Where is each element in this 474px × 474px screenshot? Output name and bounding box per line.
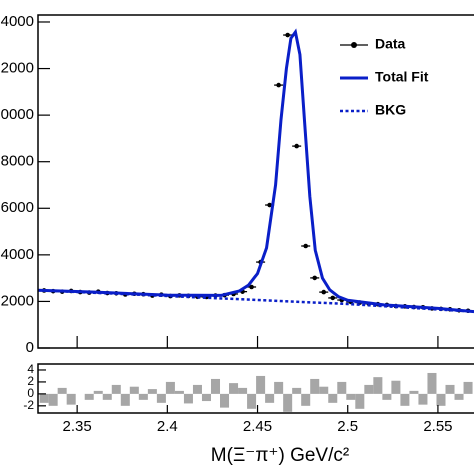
data-point xyxy=(310,275,320,281)
residual-bar xyxy=(39,393,49,403)
fit-line xyxy=(38,28,474,314)
y-tick-label: 14000 xyxy=(0,13,34,30)
frame xyxy=(37,14,474,349)
residual-bar xyxy=(373,377,383,394)
residual-bar xyxy=(192,384,202,394)
y-tick-label: 8000 xyxy=(1,153,34,170)
residual-bar xyxy=(48,393,58,406)
data-point xyxy=(283,32,293,38)
residual-bar xyxy=(57,387,67,394)
residual-bar xyxy=(382,393,392,400)
residual-bar xyxy=(292,387,302,394)
marker xyxy=(249,284,254,290)
plot-area xyxy=(38,28,474,314)
residual-bar xyxy=(310,378,320,394)
residual-bar xyxy=(66,393,76,405)
residual-bar xyxy=(274,381,284,394)
residual-bar xyxy=(102,393,112,400)
residual-bar xyxy=(120,393,130,406)
x-tick-label: 2.4 xyxy=(157,418,178,435)
residual-bar xyxy=(391,380,401,394)
residual-bar xyxy=(427,372,437,394)
residual-bar xyxy=(183,393,193,404)
y-tick-label: 0 xyxy=(27,386,34,400)
marker xyxy=(321,289,327,295)
residual-bar xyxy=(463,381,473,394)
legend-label: Data xyxy=(375,36,406,52)
y-tick-label: 6000 xyxy=(1,199,34,216)
residual-bar xyxy=(129,386,139,394)
residual-bar xyxy=(265,393,275,403)
residual-bar xyxy=(400,393,410,406)
residual-bar xyxy=(418,393,428,405)
residual-bar xyxy=(174,390,184,394)
residual-bar xyxy=(319,386,329,394)
marker xyxy=(294,143,299,149)
residual-bar xyxy=(346,393,356,400)
residual-bar xyxy=(247,393,257,409)
residual-bar xyxy=(229,383,239,394)
residual-bar xyxy=(256,375,266,394)
marker xyxy=(303,243,308,249)
residual-bar xyxy=(238,387,248,394)
y-tick-label: -2 xyxy=(23,398,34,412)
residual-bar xyxy=(165,381,175,394)
y-tick-label: 10000 xyxy=(0,106,34,123)
marker xyxy=(312,275,318,281)
y-tick-label: 0 xyxy=(26,339,34,356)
y-tick-label: 12000 xyxy=(0,60,34,77)
data-point xyxy=(301,243,311,249)
residual-bar xyxy=(84,393,94,400)
residual-bar xyxy=(220,393,230,408)
residual-bar xyxy=(210,378,221,394)
residual-bar xyxy=(445,384,455,394)
residual-bar xyxy=(147,389,157,394)
marker xyxy=(285,32,290,38)
residual-bar xyxy=(138,393,148,400)
legend-label: Total Fit xyxy=(375,69,429,85)
legend-swatch xyxy=(351,42,357,48)
residual-bar xyxy=(201,393,211,402)
y-tick-label: 2000 xyxy=(1,292,34,309)
residual-bar xyxy=(337,381,347,394)
x-tick-label: 2.55 xyxy=(423,418,452,435)
marker xyxy=(276,82,281,88)
x-tick-label: 2.35 xyxy=(63,418,92,435)
x-axis-label: M(Ξ⁻π⁺) GeV/c² xyxy=(211,445,349,466)
residual-bar xyxy=(364,384,374,394)
residual-bar xyxy=(454,393,464,400)
residual-bar xyxy=(436,393,446,406)
residual-bar xyxy=(328,393,338,403)
legend-label: BKG xyxy=(375,102,406,118)
residual-bar xyxy=(409,390,419,394)
marker xyxy=(330,295,336,301)
x-tick-label: 2.5 xyxy=(337,418,358,435)
data-point xyxy=(274,82,284,88)
data-point xyxy=(247,284,257,290)
residual-bar xyxy=(93,390,103,394)
residual-bar xyxy=(111,384,121,394)
y-tick-label: 2 xyxy=(27,374,34,388)
y-tick-label: 4 xyxy=(27,362,34,376)
residual-bar xyxy=(301,393,311,406)
residual-bar xyxy=(156,393,166,403)
residual-bar xyxy=(283,393,293,412)
data-point xyxy=(319,289,329,295)
data-point xyxy=(328,295,338,301)
residual-bar xyxy=(355,393,365,409)
residual-area xyxy=(39,372,473,412)
x-tick-label: 2.45 xyxy=(243,418,272,435)
marker xyxy=(267,202,272,208)
y-tick-label: 4000 xyxy=(1,246,34,263)
data-point xyxy=(292,143,302,149)
